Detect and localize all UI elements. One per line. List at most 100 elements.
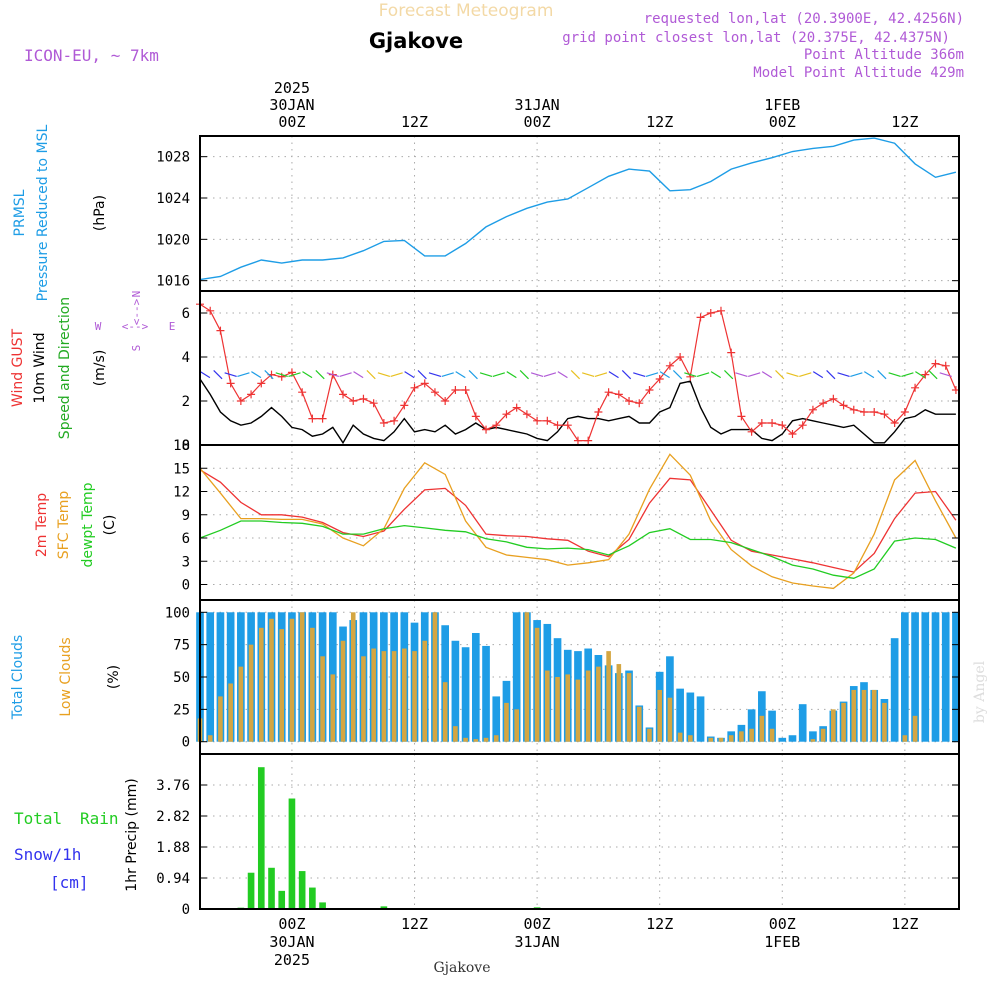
low-clouds-bar [391, 651, 397, 742]
wind-direction-arrow [696, 372, 710, 377]
forecast-title: Forecast Meteogram [379, 1, 554, 21]
clouds-unit: (%) [106, 665, 122, 689]
wind-direction-arrow [237, 372, 250, 377]
total-clouds-bar [911, 612, 919, 742]
cloud-labels: Total Clouds Low Clouds (%) [10, 635, 122, 720]
low-clouds-bar [841, 702, 846, 742]
low-clouds-bar [463, 737, 468, 742]
time-label-bottom: 12Z [401, 915, 428, 933]
wind-gust-marker [492, 421, 501, 430]
precip-bar [319, 902, 326, 909]
precip-total-label: Total [14, 809, 62, 828]
frames-layer [199, 135, 960, 910]
wind-direction-arrow [199, 371, 211, 379]
total-clouds-bar [512, 612, 521, 742]
wind-direction-arrow [264, 369, 274, 380]
wind-direction-arrow [428, 372, 442, 377]
low-clouds-bar [688, 735, 693, 742]
precip-bar [278, 890, 286, 909]
wind-direction-arrow [724, 369, 734, 380]
compass-north-south-arrow: <--> [130, 298, 143, 325]
wind-gust-marker [798, 421, 807, 430]
wind-direction-arrow [735, 372, 748, 377]
wind-gust-marker [757, 419, 766, 427]
wind-gust-marker [625, 397, 634, 405]
wind-direction-arrow [417, 369, 427, 380]
wind-tick-label: 4 [182, 350, 190, 366]
low-clouds-bar [279, 629, 285, 742]
wind-gust-marker [635, 399, 644, 408]
wind-gust-marker [512, 403, 521, 412]
wind-gust-marker [451, 386, 460, 394]
precip-bar [309, 887, 316, 909]
precip-snow-label: Snow/1h [14, 845, 81, 864]
time-label-bottom: 00Z [524, 915, 551, 933]
station-title: Gjakove [369, 29, 463, 53]
wind-direction-arrow [390, 372, 403, 377]
pressure-subtitle: Pressure Reduced to MSL [35, 124, 51, 301]
low-clouds-bar [718, 737, 724, 742]
compass-south: S [130, 345, 143, 352]
temp-unit: (C) [102, 515, 118, 536]
wind-gust-marker [390, 416, 399, 425]
precip-unit: 1hr Precip (mm) [124, 778, 140, 891]
compass-rose: W <--> E N <--> S [95, 291, 176, 352]
footer-station: Gjakove [434, 960, 491, 976]
temp-tick-label: 3 [182, 554, 190, 570]
wind-gust-marker [706, 309, 715, 317]
wind-gust-marker [226, 379, 235, 388]
low-clouds-bar [636, 706, 642, 742]
precip-bar [257, 767, 265, 909]
precip-rain-label: Rain [80, 809, 119, 828]
wind-gust-marker [727, 348, 736, 357]
wind-direction-arrow [939, 372, 952, 377]
wind-direction-arrow [479, 372, 493, 377]
wind-direction-arrow [928, 369, 938, 380]
low-clouds-bar [453, 726, 458, 742]
temp-sfc-label: SFC Temp [56, 491, 72, 560]
wind-gust-marker [839, 401, 848, 410]
wind-direction-arrow [594, 372, 608, 377]
wind-direction-arrow [837, 372, 850, 377]
clouds-tick-label: 100 [165, 605, 190, 621]
wind-gust-marker [614, 390, 623, 399]
low-clouds-bar [534, 627, 540, 742]
pressure-unit: (hPa) [92, 195, 108, 231]
total-clouds-bar [226, 612, 235, 742]
wind-unit: (m/s) [92, 350, 108, 387]
axis-labels-layer: 1016102010241028024603691215180255075100… [156, 79, 918, 969]
precip-bar [247, 872, 255, 909]
wind-gust-marker [747, 427, 756, 436]
total-clouds-bar [492, 696, 501, 742]
wind-gust-marker [482, 425, 491, 434]
wind-direction-arrow [570, 369, 581, 380]
wind-gust-marker [665, 361, 674, 370]
wind-gust-marker [543, 416, 552, 425]
wind-tick-label: 0 [182, 438, 190, 454]
temp-dewpt-label: dewpt Temp [80, 482, 96, 567]
wind-direction-arrow [441, 372, 454, 377]
pressure-line [199, 137, 957, 281]
low-clouds-bar [422, 640, 428, 742]
wind-gust-marker [788, 430, 797, 438]
low-clouds-bar [524, 612, 530, 742]
total-clouds-bar [890, 638, 899, 742]
wind-gust-marker [859, 408, 868, 416]
low-clouds-bar [361, 656, 366, 742]
wind-direction-arrow [915, 371, 926, 379]
wind-gust-marker [880, 410, 889, 419]
total-clouds-bar [482, 645, 490, 742]
total-clouds-bar [461, 647, 470, 742]
precip-snow-unit: [cm] [50, 873, 89, 892]
wind-gust-marker [645, 386, 654, 394]
wind-gust-marker [819, 399, 828, 408]
wind-gust-marker [829, 394, 838, 403]
low-clouds-bar [238, 666, 244, 742]
wind-direction-arrow [710, 371, 721, 379]
wind-gust-marker [553, 421, 562, 430]
low-clouds-bar [412, 651, 417, 742]
wind-direction-arrow [608, 371, 619, 379]
wind-gust-marker [471, 412, 480, 421]
low-clouds-bar [871, 689, 877, 742]
low-clouds-bar [514, 709, 519, 742]
